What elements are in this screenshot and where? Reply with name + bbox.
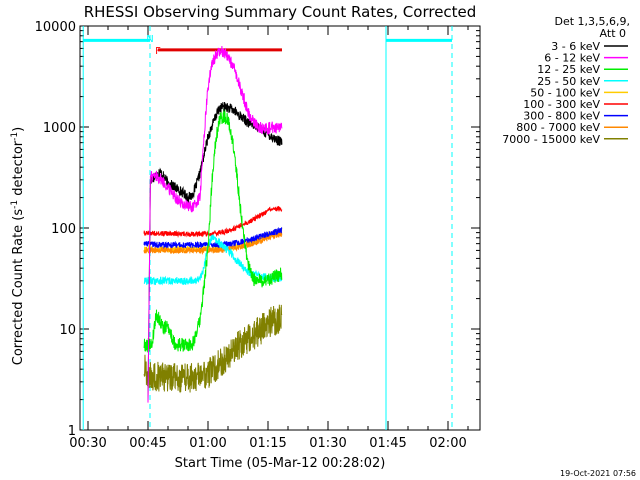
x-tick-label: 00:45 <box>129 436 166 451</box>
ylabel-sup-1: -1 <box>10 200 20 209</box>
y-tick-label: 100 <box>51 222 76 237</box>
x-tick-label: 02:00 <box>429 436 466 451</box>
legend-label: 800 - 7000 keV <box>516 121 600 134</box>
x-tick-label: 01:15 <box>249 436 286 451</box>
y-axis-label: Corrected Count Rate (s-1 detector-1) <box>10 127 26 365</box>
plot-frame <box>79 25 481 431</box>
series-line-100-300-kev <box>143 205 283 238</box>
legend-label: 50 - 100 keV <box>530 86 600 99</box>
legend-label: 25 - 50 keV <box>537 75 600 88</box>
series-line-800-7000-kev <box>143 231 283 255</box>
y-tick-label: 10000 <box>35 20 76 35</box>
series-line-12-25-kev <box>143 108 283 354</box>
series-line-6-12-kev <box>147 46 283 403</box>
ylabel-sup-2: -1 <box>10 132 20 141</box>
y-tick-label: 1000 <box>43 121 76 136</box>
series-line-7000-15000-kev <box>143 304 283 394</box>
x-tick-label: 01:00 <box>189 436 226 451</box>
ylabel-mid: detector <box>11 140 26 200</box>
ylabel-end: ) <box>11 127 26 132</box>
footer-date: 19-Oct-2021 07:56 <box>560 469 636 478</box>
x-axis-label: Start Time (05-Mar-12 00:28:02) <box>175 456 386 471</box>
x-tick-label: 00:30 <box>69 436 106 451</box>
flag-f: F <box>155 46 161 57</box>
chart-title: RHESSI Observing Summary Count Rates, Co… <box>84 3 477 21</box>
flag-n: N <box>146 34 153 45</box>
ylabel-main: Corrected Count Rate (s <box>11 209 26 366</box>
x-tick-label: 01:45 <box>369 436 406 451</box>
series-line-25-50-kev <box>143 234 283 286</box>
plot-area: 00:30 00:45 01:00 01:15 01:30 01:45 02:00 1 10 10… <box>35 20 481 451</box>
y-tick-label: 1 <box>68 424 76 439</box>
legend-label: 3 - 6 keV <box>551 40 600 53</box>
legend-label: 300 - 800 keV <box>523 110 600 123</box>
y-tick-label: 10 <box>59 323 76 338</box>
series-line-300-800-kev <box>143 226 283 250</box>
legend-label: 12 - 25 keV <box>537 63 600 76</box>
legend-label: 100 - 300 keV <box>523 98 600 111</box>
legend-header-detectors: Det 1,3,5,6,9, <box>554 15 630 28</box>
x-tick-label: 01:30 <box>309 436 346 451</box>
legend-header-attenuator: Att 0 <box>600 27 626 40</box>
legend-label: 7000 - 15000 keV <box>502 133 600 146</box>
legend-label: 6 - 12 keV <box>544 52 600 65</box>
